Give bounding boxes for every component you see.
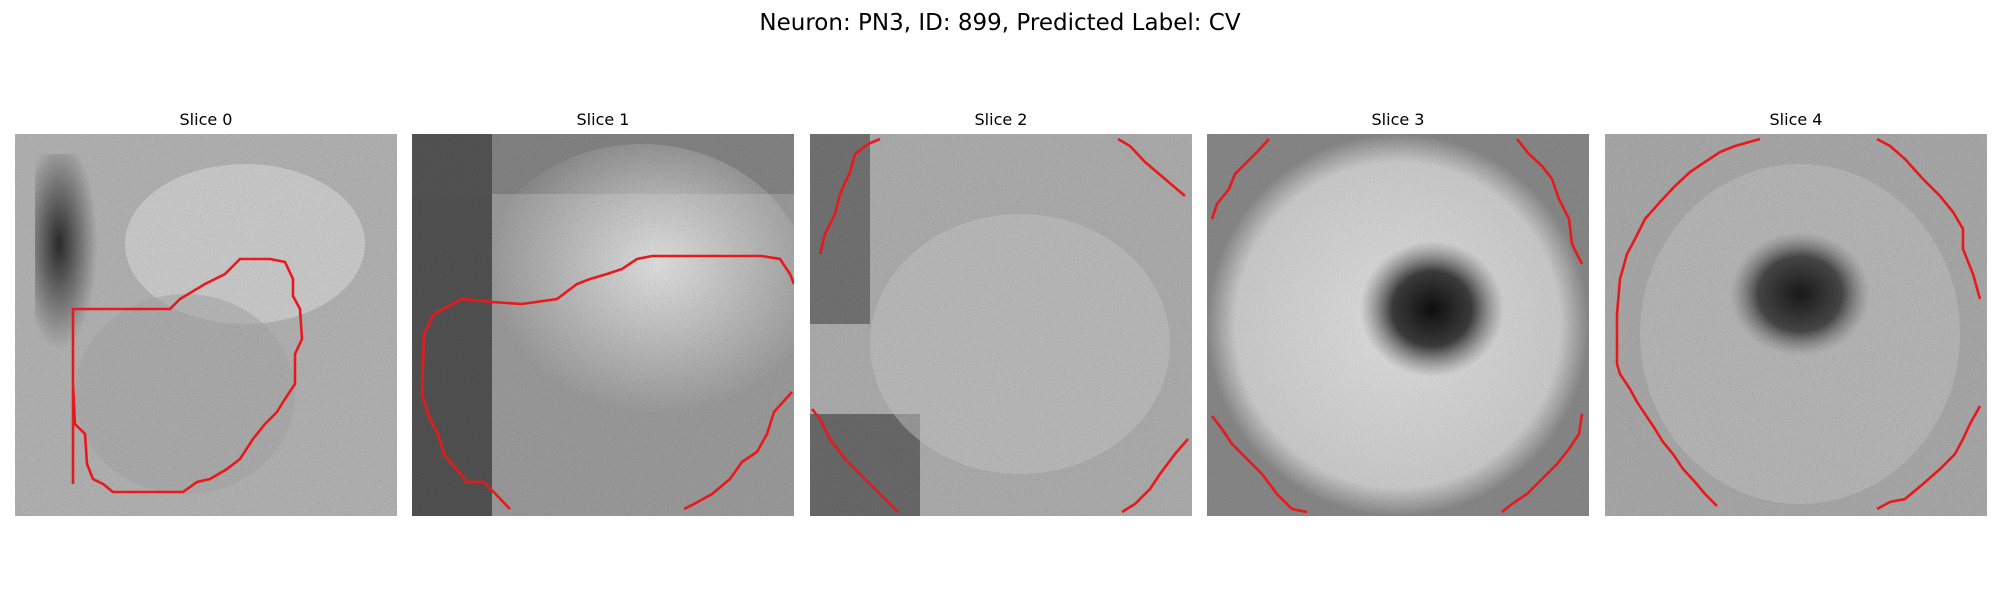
slice-panel-0: Slice 0 [15, 108, 397, 516]
slice-title-4: Slice 4 [1769, 110, 1823, 129]
slice-title-0: Slice 0 [179, 110, 233, 129]
slice-title-3: Slice 3 [1371, 110, 1425, 129]
contour-line [71, 257, 304, 494]
contour-line [1121, 438, 1189, 514]
slice-image-0 [15, 134, 397, 516]
contour-line [1633, 137, 1761, 240]
slice-image-1 [412, 134, 794, 516]
slice-panel-3: Slice 3 [1207, 108, 1589, 516]
contour-line [683, 391, 793, 511]
contour-line [1210, 138, 1270, 220]
contour-line [810, 408, 899, 513]
slice-title-1: Slice 1 [576, 110, 630, 129]
slice-panel-2: Slice 2 [810, 108, 1192, 516]
contour-line [1876, 405, 1982, 511]
slice-panel-4: Slice 4 [1605, 108, 1987, 516]
contour-line [1876, 137, 1982, 300]
contour-line [1210, 415, 1308, 514]
contour-line [1515, 138, 1584, 265]
contour-line [1117, 137, 1186, 197]
contour-line [818, 137, 881, 255]
slice-image-2 [810, 134, 1192, 516]
figure-title: Neuron: PN3, ID: 899, Predicted Label: C… [759, 10, 1241, 36]
contour-line [1615, 238, 1718, 507]
slice-title-2: Slice 2 [974, 110, 1028, 129]
slice-image-3 [1207, 134, 1589, 516]
slice-panel-1: Slice 1 [412, 108, 794, 516]
slice-image-4 [1605, 134, 1987, 516]
contour-line [420, 254, 794, 510]
contour-line [1501, 413, 1584, 514]
